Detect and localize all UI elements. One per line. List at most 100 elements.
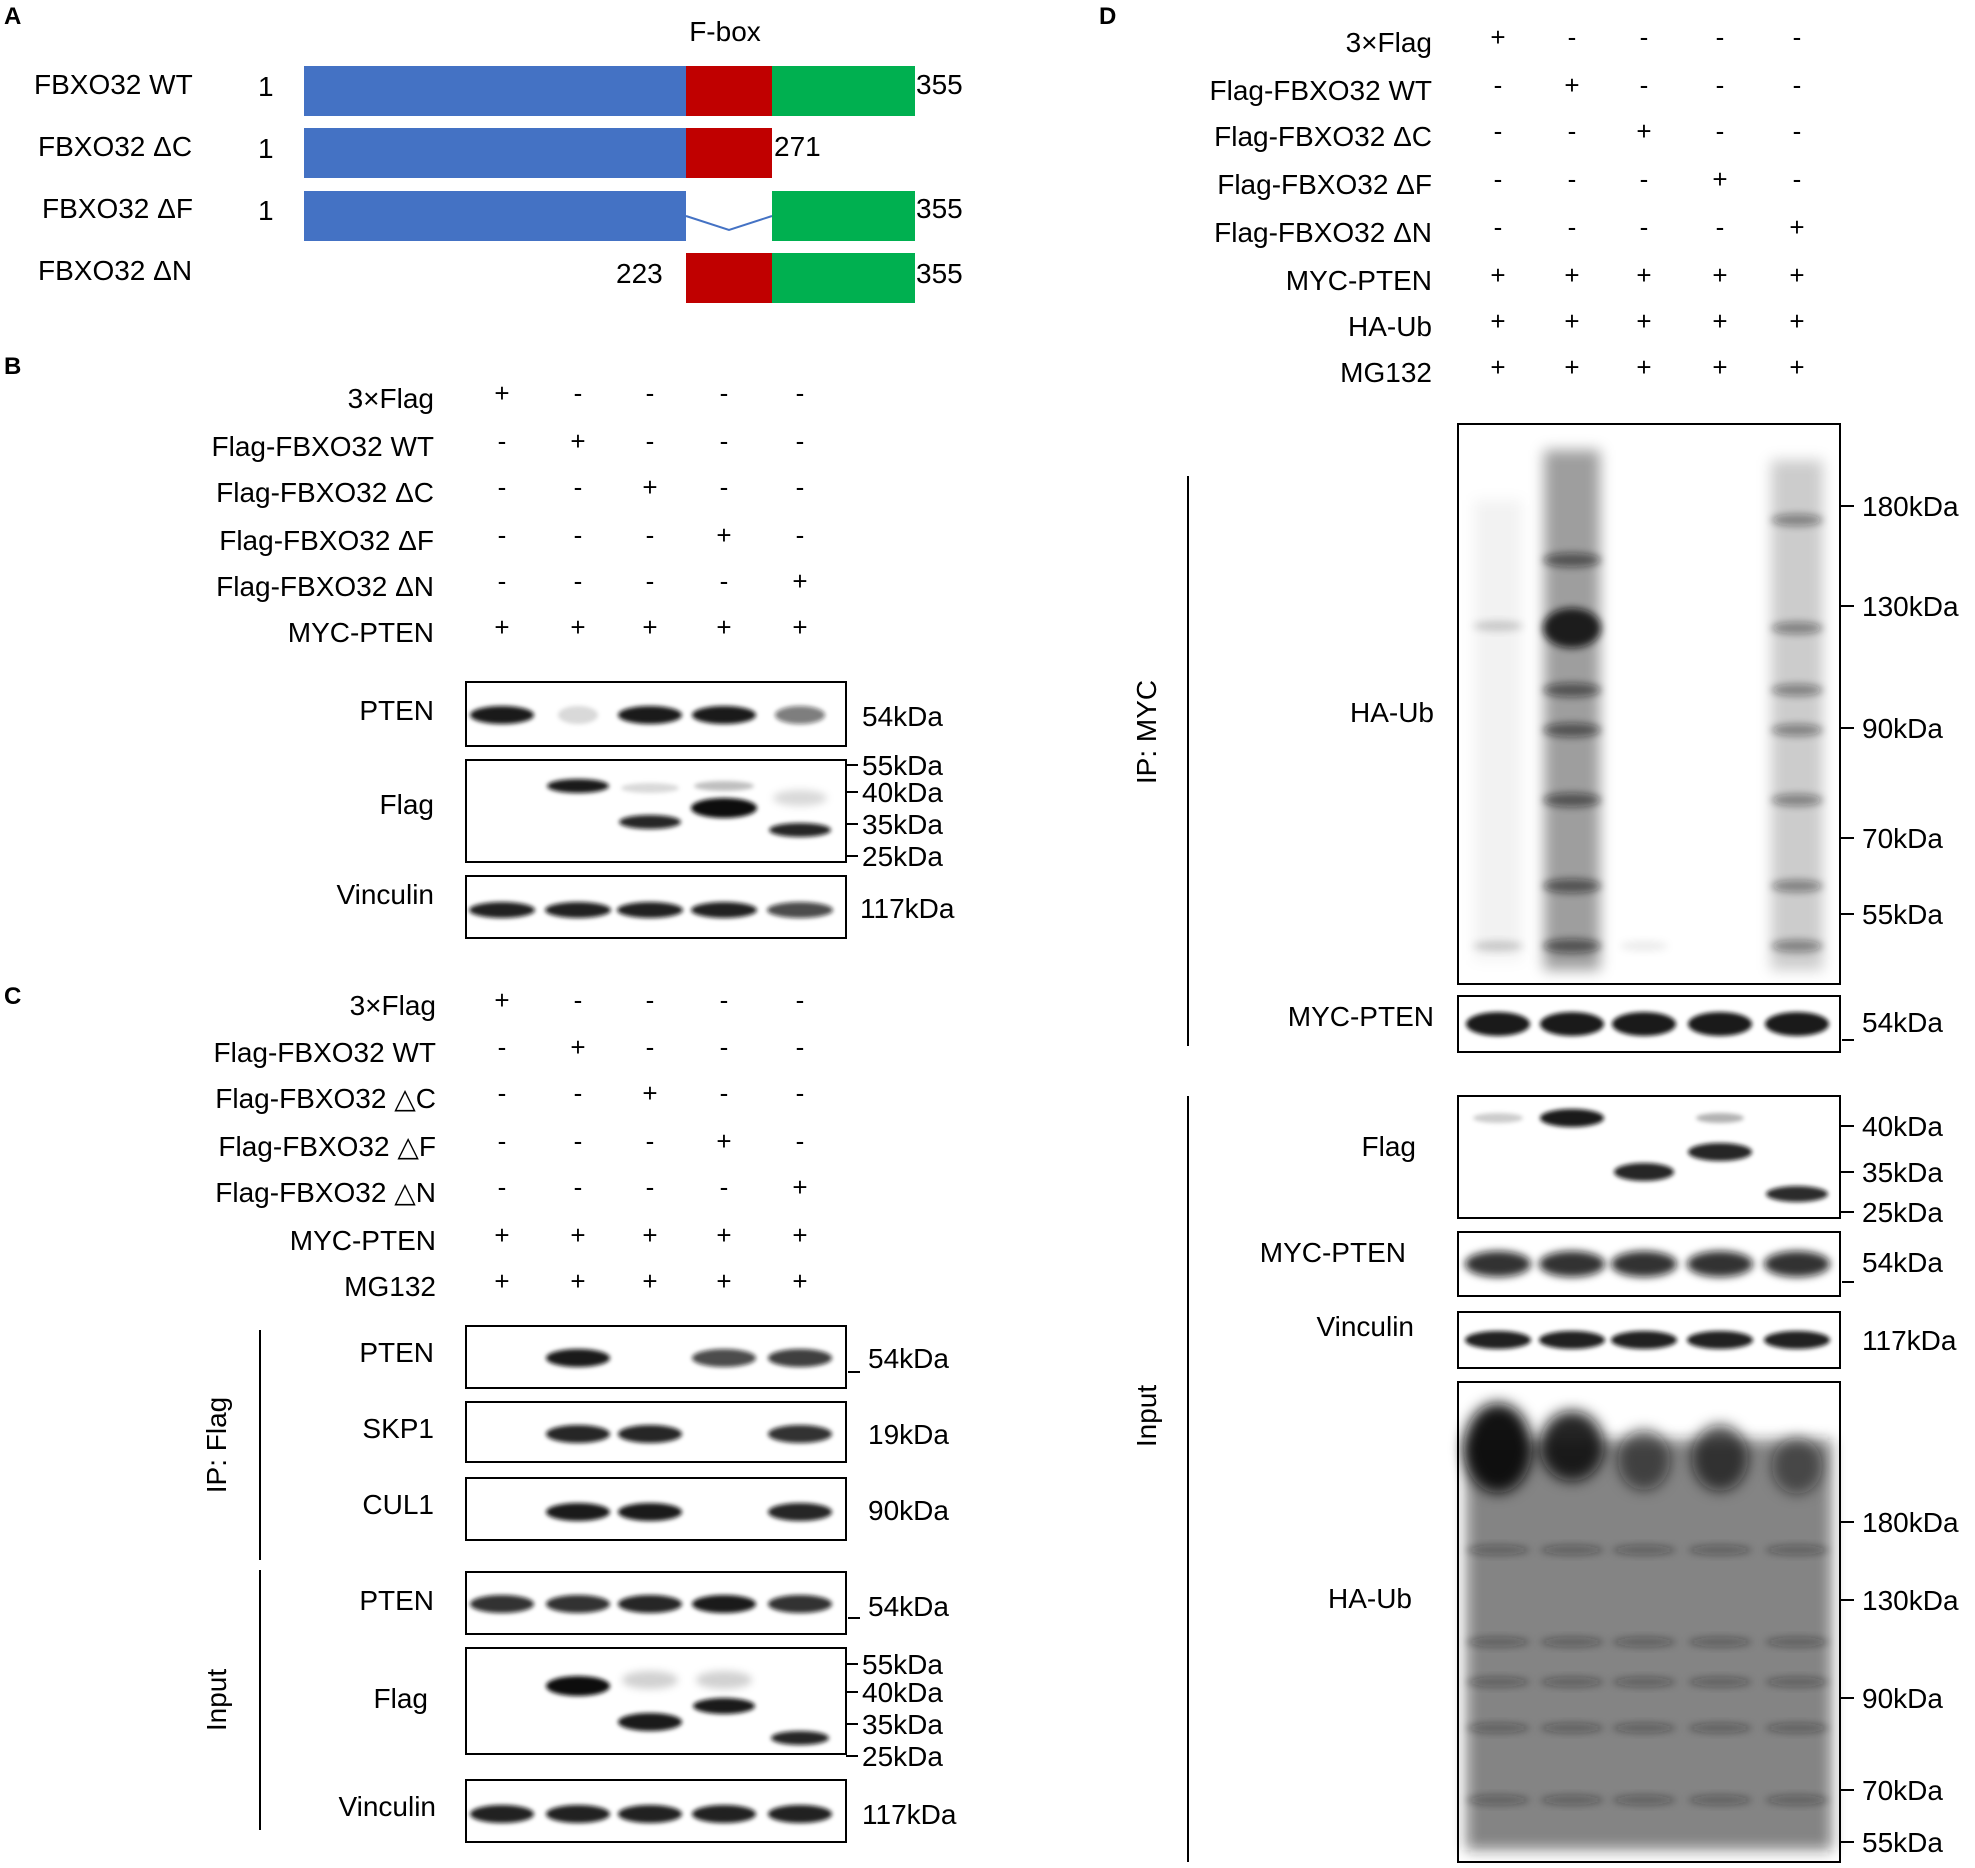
wt-fbox-region: [686, 66, 772, 116]
panel-c-row-7-sign-lane-3: +: [642, 1266, 657, 1296]
wt-c-region: [772, 66, 915, 116]
panel-d-row-2-sign-lane-1: -: [1494, 70, 1503, 100]
input-pten-band-4: [692, 1595, 756, 1613]
ip-myc-pten-band-2: [1540, 1012, 1604, 1036]
dn-c-region: [772, 253, 915, 303]
ha-ub-band-lane-5-5: [1771, 880, 1823, 892]
panel-b-row-3-sign-lane-5: -: [796, 472, 805, 502]
panel-letter-d: D: [1099, 3, 1116, 30]
blot-label: Flag: [374, 1683, 428, 1714]
panel-b-row-5-sign-lane-4: -: [720, 566, 729, 596]
construct-end-df: 355: [916, 193, 963, 224]
dc-fbox-region: [686, 128, 772, 178]
condition-label: HA-Ub: [1348, 311, 1432, 342]
input-myc-pten-band-4: [1687, 1251, 1753, 1277]
panel-b-row-4-sign-lane-3: -: [646, 520, 655, 550]
input-ha-ub-band-2-4: [1765, 1677, 1829, 1687]
ip-cul1-band-3: [768, 1503, 832, 1521]
panel-letter-a: A: [4, 3, 21, 30]
panel-b-row-5-sign-lane-5: +: [792, 566, 807, 596]
pten-band-lane-2: [558, 706, 598, 724]
panel-b-row-2-sign-lane-2: +: [570, 426, 585, 456]
input-vinculin-band-4: [1687, 1331, 1753, 1349]
condition-label: 3×Flag: [1346, 27, 1432, 58]
ha-ub-band-lane-2-3: [1543, 793, 1601, 807]
input-vinculin-band-2: [1539, 1331, 1605, 1349]
panel-c-row-1-sign-lane-1: +: [494, 985, 509, 1015]
df-n-region: [304, 191, 686, 241]
input-flag-band-lane-1-faint: [1473, 1113, 1523, 1123]
panel-b-row-4-sign-lane-2: -: [574, 520, 583, 550]
panel-b-western-blot: 3×Flag + - - - - Flag-FBXO32 WT - + - - - Flag-FBXO3…: [212, 378, 955, 939]
marker-label: 130kDa: [1862, 1585, 1959, 1616]
panel-c-row-1-sign-lane-3: -: [646, 985, 655, 1015]
ip-myc-pten-band-4: [1688, 1012, 1752, 1036]
blot-label: Flag: [380, 789, 434, 820]
marker-label: 25kDa: [862, 1741, 943, 1772]
input-ha-ub-band-4-2: [1612, 1795, 1676, 1805]
vinculin-band-lane-4: [691, 902, 757, 918]
panel-b-row-1-sign-lane-1: +: [494, 378, 509, 408]
input-flag-band-lane-5: [771, 1731, 829, 1745]
marker-label: 40kDa: [1862, 1111, 1943, 1142]
input-vinculin-band-2: [546, 1805, 610, 1823]
ip-pten-band-1: [546, 1349, 610, 1367]
panel-d-row-6-sign-lane-5: +: [1789, 260, 1804, 290]
panel-b-row-1-sign-lane-5: -: [796, 378, 805, 408]
panel-d-row-1-sign-lane-1: +: [1490, 22, 1505, 52]
input-vinculin-band-4: [692, 1805, 756, 1823]
construct-name-dn: FBXO32 ΔN: [38, 255, 192, 286]
condition-label: Flag-FBXO32 ΔF: [219, 525, 434, 556]
marker-label: 90kDa: [1862, 713, 1943, 744]
marker-label: 54kDa: [1862, 1247, 1943, 1278]
marker-label: 55kDa: [862, 750, 943, 781]
panel-c-row-6-sign-lane-5: +: [792, 1220, 807, 1250]
marker-label: 70kDa: [1862, 823, 1943, 854]
vinculin-band-lane-5: [767, 902, 833, 918]
marker-label: 54kDa: [1862, 1007, 1943, 1038]
construct-end-wt: 355: [916, 69, 963, 100]
blot-label: Vinculin: [338, 1791, 436, 1822]
input-ha-ub-band-0-3: [1688, 1545, 1752, 1555]
panel-letter-c: C: [4, 983, 21, 1010]
panel-d-row-5-sign-lane-2: -: [1568, 212, 1577, 242]
panel-d-row-6-sign-lane-2: +: [1564, 260, 1579, 290]
condition-label: Flag-FBXO32 ΔN: [1214, 217, 1432, 248]
input-label: Input: [201, 1669, 232, 1731]
blot-label: HA-Ub: [1328, 1583, 1412, 1614]
input-pten-band-1: [470, 1595, 534, 1613]
input-ha-ub-top-lane-2: [1540, 1411, 1604, 1481]
input-flag-band-lane-4-faint: [1696, 1113, 1744, 1123]
panel-d-row-7-sign-lane-5: +: [1789, 306, 1804, 336]
panel-b-row-3-sign-lane-1: -: [498, 472, 507, 502]
panel-b-row-1-sign-lane-3: -: [646, 378, 655, 408]
input-ha-ub-band-1-1: [1540, 1637, 1604, 1647]
panel-c-row-1-sign-lane-5: -: [796, 985, 805, 1015]
panel-b-row-2-sign-lane-4: -: [720, 426, 729, 456]
input-vinculin-band-5: [768, 1805, 832, 1823]
panel-d-row-8-sign-lane-3: +: [1636, 352, 1651, 382]
input-ha-ub-band-3-4: [1765, 1723, 1829, 1733]
input-ha-ub-band-3-2: [1612, 1723, 1676, 1733]
ha-ub-band-lane-5-1: [1771, 622, 1823, 634]
input-vinculin-band-3: [618, 1805, 682, 1823]
panel-b-row-6-sign-lane-2: +: [570, 612, 585, 642]
condition-label: Flag-FBXO32 ΔN: [216, 571, 434, 602]
df-c-region: [772, 191, 915, 241]
blot-label: MYC-PTEN: [1260, 1237, 1406, 1268]
panel-c-row-4-sign-lane-4: +: [716, 1126, 731, 1156]
ip-myc-pten-band-3: [1612, 1012, 1676, 1036]
input-flag-band-lane-4: [1688, 1143, 1752, 1161]
input-ha-ub-band-4-0: [1466, 1795, 1530, 1805]
condition-label: MYC-PTEN: [1286, 265, 1432, 296]
construct-name-df: FBXO32 ΔF: [42, 193, 193, 224]
input-ha-ub-band-3-3: [1688, 1723, 1752, 1733]
panel-letter-b: B: [4, 353, 21, 380]
ha-ub-band-lane-5-3: [1771, 724, 1823, 736]
panel-c-row-2-sign-lane-4: -: [720, 1032, 729, 1062]
blot-label: MYC-PTEN: [1288, 1001, 1434, 1032]
input-ha-ub-top-lane-3: [1618, 1430, 1670, 1490]
ha-ub-band-lane-2-0: [1543, 553, 1601, 567]
marker-label: 130kDa: [1862, 591, 1959, 622]
